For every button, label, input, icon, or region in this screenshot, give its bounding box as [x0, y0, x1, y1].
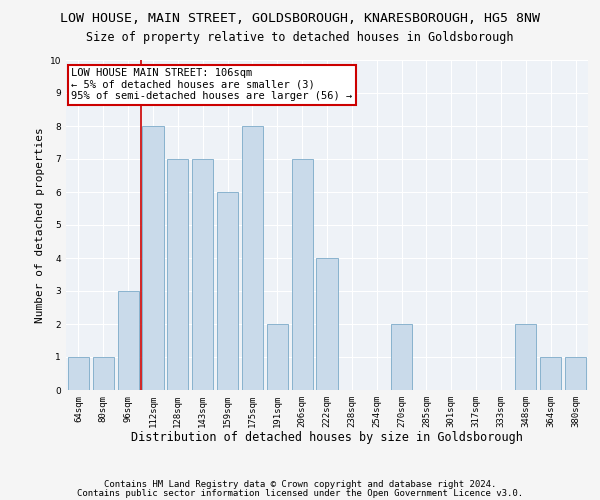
Bar [267, 324, 288, 390]
Bar [565, 357, 586, 390]
Bar [242, 126, 263, 390]
Bar [118, 291, 139, 390]
Text: LOW HOUSE MAIN STREET: 106sqm
← 5% of detached houses are smaller (3)
95% of sem: LOW HOUSE MAIN STREET: 106sqm ← 5% of de… [71, 68, 352, 102]
Text: Size of property relative to detached houses in Goldsborough: Size of property relative to detached ho… [86, 31, 514, 44]
Bar [515, 324, 536, 390]
Bar [192, 159, 213, 390]
Bar [68, 357, 89, 390]
Bar [142, 126, 164, 390]
Text: Contains public sector information licensed under the Open Government Licence v3: Contains public sector information licen… [77, 488, 523, 498]
Text: LOW HOUSE, MAIN STREET, GOLDSBOROUGH, KNARESBOROUGH, HG5 8NW: LOW HOUSE, MAIN STREET, GOLDSBOROUGH, KN… [60, 12, 540, 26]
Bar [391, 324, 412, 390]
Bar [167, 159, 188, 390]
Bar [217, 192, 238, 390]
Bar [292, 159, 313, 390]
Y-axis label: Number of detached properties: Number of detached properties [35, 127, 46, 323]
X-axis label: Distribution of detached houses by size in Goldsborough: Distribution of detached houses by size … [131, 432, 523, 444]
Bar [540, 357, 561, 390]
Bar [93, 357, 114, 390]
Text: Contains HM Land Registry data © Crown copyright and database right 2024.: Contains HM Land Registry data © Crown c… [104, 480, 496, 489]
Bar [316, 258, 338, 390]
